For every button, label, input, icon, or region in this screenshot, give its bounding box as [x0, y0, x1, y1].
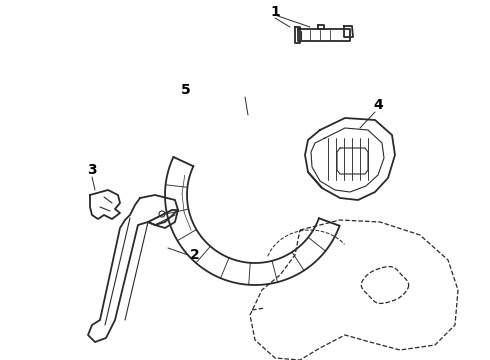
- Text: 4: 4: [373, 98, 383, 112]
- Text: 2: 2: [190, 248, 200, 262]
- Text: 5: 5: [181, 83, 191, 97]
- Text: 1: 1: [270, 5, 280, 19]
- Text: 3: 3: [87, 163, 97, 177]
